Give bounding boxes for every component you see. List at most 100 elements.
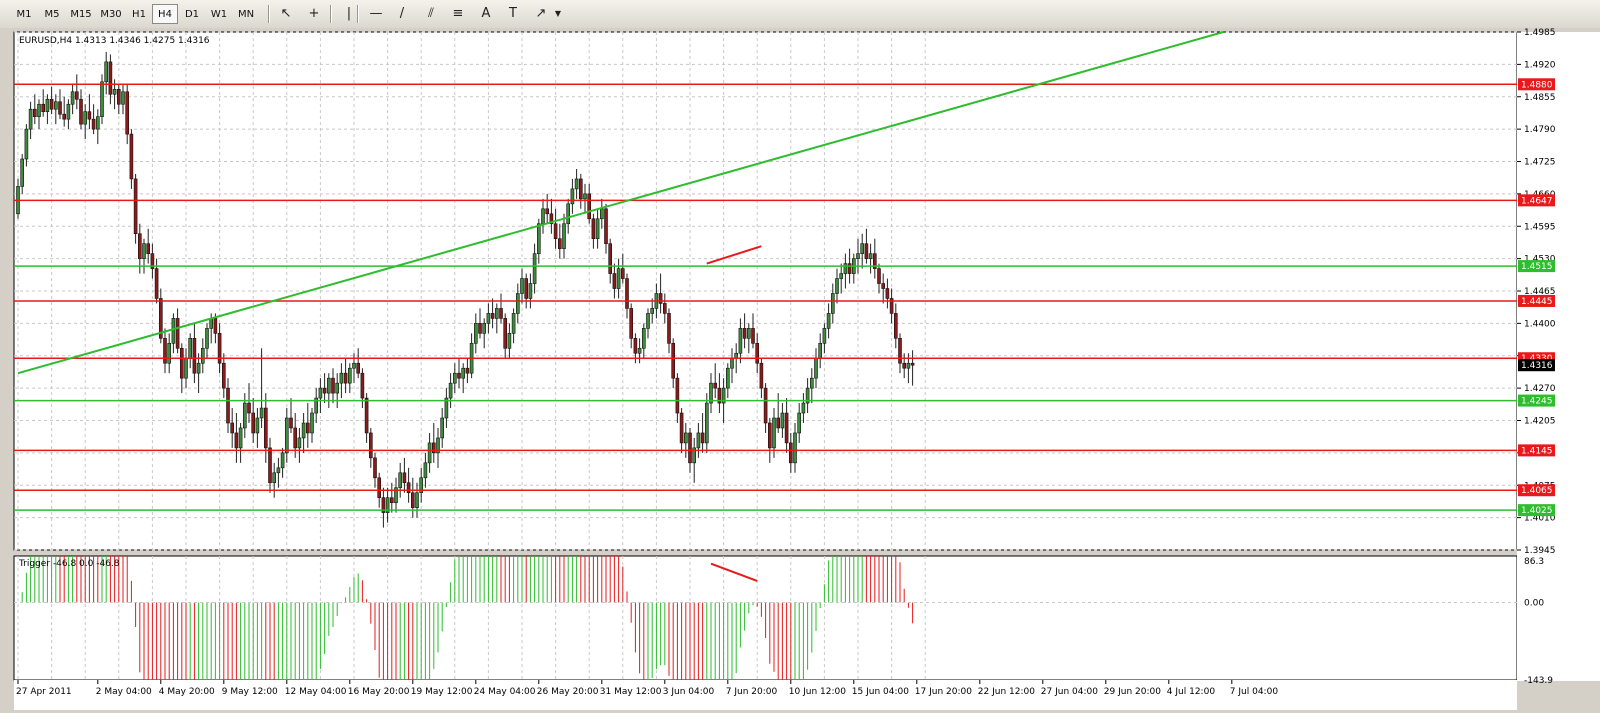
- candle[interactable]: [793, 422, 797, 473]
- candle[interactable]: [507, 323, 512, 359]
- candle[interactable]: [524, 273, 529, 309]
- candle[interactable]: [180, 343, 184, 394]
- arrows-menu-icon[interactable]: ↗: [535, 6, 547, 21]
- candle[interactable]: [595, 208, 600, 249]
- candle[interactable]: [629, 303, 634, 349]
- candle[interactable]: [125, 84, 129, 145]
- candle[interactable]: [788, 432, 793, 473]
- candle[interactable]: [41, 89, 46, 117]
- candle[interactable]: [108, 54, 113, 105]
- candle[interactable]: [247, 383, 251, 423]
- candle[interactable]: [138, 223, 142, 274]
- candle[interactable]: [696, 422, 701, 458]
- candle[interactable]: [335, 373, 340, 409]
- candle[interactable]: [159, 288, 163, 344]
- candle[interactable]: [314, 388, 319, 423]
- candle[interactable]: [797, 403, 802, 443]
- candle[interactable]: [280, 447, 285, 478]
- candle[interactable]: [427, 432, 432, 473]
- candle[interactable]: [91, 104, 96, 135]
- candle[interactable]: [326, 373, 331, 409]
- candle[interactable]: [830, 283, 835, 324]
- candle[interactable]: [121, 84, 125, 115]
- candle[interactable]: [297, 427, 302, 463]
- fibonacci-icon[interactable]: ≡: [452, 6, 464, 21]
- candle[interactable]: [700, 413, 705, 453]
- candle[interactable]: [436, 427, 440, 468]
- candle[interactable]: [368, 427, 373, 468]
- trendline[interactable]: [706, 245, 762, 265]
- candle[interactable]: [801, 393, 806, 423]
- candle[interactable]: [301, 413, 306, 453]
- candle[interactable]: [587, 183, 592, 224]
- candle[interactable]: [662, 293, 667, 324]
- candle[interactable]: [843, 253, 848, 289]
- timeframe-m1-button[interactable]: M1: [16, 9, 32, 20]
- candle[interactable]: [226, 378, 230, 433]
- candle[interactable]: [658, 273, 663, 314]
- candle[interactable]: [755, 333, 760, 374]
- candle[interactable]: [406, 467, 411, 503]
- candle[interactable]: [58, 89, 62, 120]
- candle[interactable]: [860, 233, 865, 269]
- candle[interactable]: [486, 303, 491, 334]
- candle[interactable]: [742, 313, 747, 349]
- candle[interactable]: [616, 258, 621, 299]
- candle[interactable]: [96, 109, 100, 145]
- horizontal-line-icon[interactable]: —: [369, 6, 383, 21]
- candle[interactable]: [452, 363, 457, 394]
- candle[interactable]: [461, 363, 466, 394]
- timeframe-d1-button[interactable]: D1: [184, 9, 200, 20]
- candle[interactable]: [620, 253, 625, 284]
- candle[interactable]: [893, 303, 898, 349]
- candle[interactable]: [549, 198, 554, 234]
- candle[interactable]: [704, 393, 709, 453]
- candle[interactable]: [146, 228, 150, 264]
- candle[interactable]: [255, 408, 260, 448]
- candle[interactable]: [205, 323, 209, 359]
- candle[interactable]: [499, 293, 503, 324]
- candle[interactable]: [738, 318, 743, 364]
- candle[interactable]: [75, 74, 79, 110]
- candle[interactable]: [402, 457, 407, 493]
- candle[interactable]: [394, 477, 398, 513]
- candle[interactable]: [520, 268, 524, 304]
- candle[interactable]: [809, 368, 814, 404]
- candle[interactable]: [415, 482, 419, 518]
- timeframe-mn-button[interactable]: MN: [237, 9, 255, 20]
- timeframe-m15-button[interactable]: M15: [70, 9, 92, 20]
- candle[interactable]: [604, 203, 608, 254]
- candle[interactable]: [671, 338, 676, 389]
- candle[interactable]: [910, 350, 915, 386]
- candle[interactable]: [557, 223, 562, 259]
- candle[interactable]: [709, 373, 713, 414]
- candle[interactable]: [234, 413, 239, 463]
- candle[interactable]: [310, 408, 314, 443]
- candle[interactable]: [650, 298, 655, 324]
- candle[interactable]: [32, 94, 37, 125]
- candle[interactable]: [528, 273, 533, 309]
- candle[interactable]: [889, 288, 894, 324]
- candle[interactable]: [276, 457, 281, 488]
- candle[interactable]: [612, 263, 617, 299]
- text-label-icon[interactable]: T: [509, 6, 517, 21]
- candle[interactable]: [201, 338, 205, 374]
- candle[interactable]: [305, 403, 310, 448]
- candle[interactable]: [503, 313, 508, 359]
- candle[interactable]: [268, 437, 272, 493]
- candle[interactable]: [364, 393, 369, 443]
- cursor-icon[interactable]: ↖: [280, 6, 292, 21]
- candle[interactable]: [872, 238, 877, 279]
- candle[interactable]: [142, 238, 146, 274]
- candle[interactable]: [222, 353, 226, 399]
- candle[interactable]: [373, 452, 377, 488]
- candle[interactable]: [578, 173, 583, 209]
- candle[interactable]: [717, 373, 722, 414]
- trendline[interactable]: [17, 31, 1224, 375]
- candle[interactable]: [448, 373, 453, 409]
- candle[interactable]: [780, 403, 785, 438]
- timeframe-h4-button[interactable]: H4: [152, 4, 178, 24]
- candle[interactable]: [284, 408, 289, 463]
- vertical-line-icon[interactable]: |: [346, 6, 352, 21]
- candle[interactable]: [822, 323, 827, 354]
